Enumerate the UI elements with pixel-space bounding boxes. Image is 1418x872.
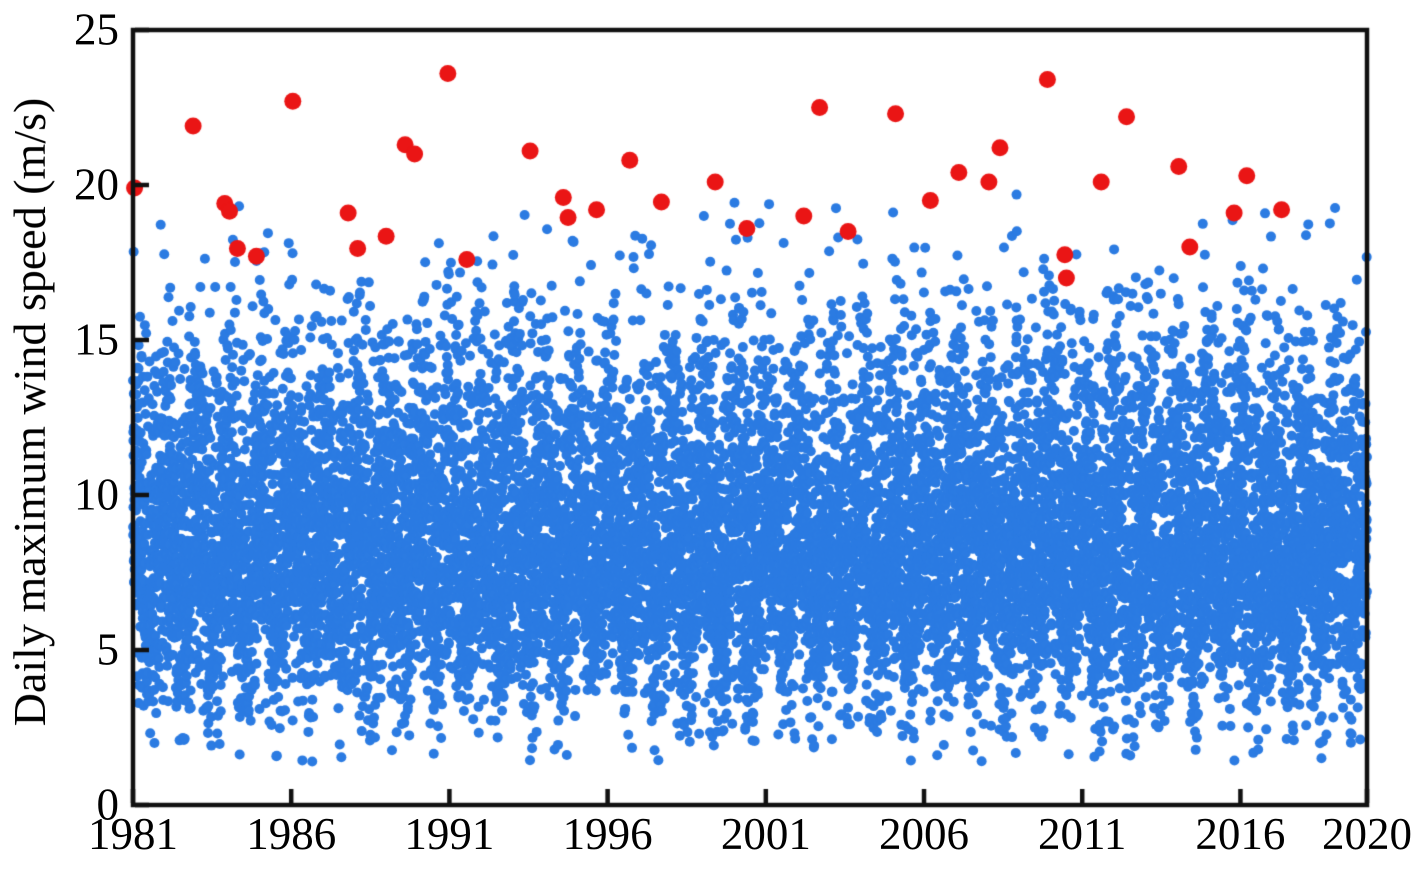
x-tick-label: 2006 xyxy=(879,809,970,859)
y-tick-label: 20 xyxy=(74,159,119,210)
x-tick-label: 2016 xyxy=(1195,809,1286,859)
x-tick-label: 1991 xyxy=(404,809,495,859)
y-tick-label: 5 xyxy=(96,624,120,675)
y-tick-label: 10 xyxy=(74,469,119,520)
x-tick-label: 1986 xyxy=(246,809,337,859)
x-tick-label: 2020 xyxy=(1322,809,1412,859)
x-tick-label: 1996 xyxy=(562,809,653,859)
x-tick-label: 1981 xyxy=(88,809,178,859)
x-tick-label: 2011 xyxy=(1038,809,1127,859)
y-tick-label: 25 xyxy=(74,4,119,55)
y-tick-label: 15 xyxy=(74,314,119,365)
y-tick-label: 0 xyxy=(96,779,120,830)
x-tick-label: 2001 xyxy=(720,809,811,859)
